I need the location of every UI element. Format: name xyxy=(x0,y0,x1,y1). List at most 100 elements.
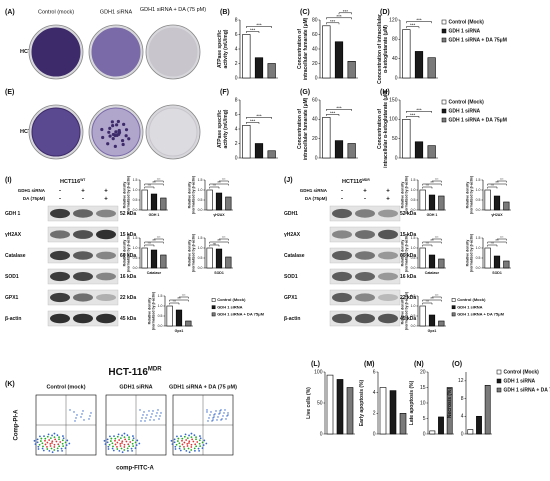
y-axis-label: Relative density(normalized by β-actin) xyxy=(400,292,408,330)
event xyxy=(127,449,129,452)
event xyxy=(157,409,159,411)
event xyxy=(58,445,61,448)
bar xyxy=(166,305,173,327)
legend-swatch xyxy=(441,108,447,114)
condition-label: GDH1 siRNA xyxy=(18,188,46,193)
bar xyxy=(419,305,426,327)
event xyxy=(62,437,65,440)
event xyxy=(209,414,211,416)
bar xyxy=(225,256,232,269)
y-axis-label-line: (normalized by β-actin) xyxy=(469,176,473,214)
colony xyxy=(122,122,126,126)
legend-label: GDH 1 siRNA + DA 75μM xyxy=(449,117,507,123)
event xyxy=(173,438,176,441)
event xyxy=(186,442,189,445)
event xyxy=(198,439,201,442)
event xyxy=(177,437,180,440)
y-tick-label: 0.0 xyxy=(133,266,138,270)
blot-band xyxy=(73,251,93,260)
bar xyxy=(467,429,474,435)
y-axis-label-line: α-ketoglutarate (µM) xyxy=(383,25,389,73)
event xyxy=(56,434,59,437)
y-axis-label-line: Necrosis (%) xyxy=(447,388,453,419)
event xyxy=(180,435,182,438)
bar xyxy=(347,143,356,159)
event xyxy=(108,443,111,446)
blot-band xyxy=(50,292,70,303)
event xyxy=(134,447,137,450)
y-tick-label: 20 xyxy=(420,369,426,375)
y-tick-label: 6 xyxy=(235,32,238,38)
event xyxy=(88,418,90,420)
event xyxy=(221,418,223,420)
text-part: HCT-116 xyxy=(108,367,148,378)
y-tick-label: 0.0 xyxy=(198,208,203,212)
sig-label: *** xyxy=(500,178,504,182)
blot-band xyxy=(96,251,116,260)
y-tick-label: 0 xyxy=(315,75,318,81)
y-tick-label: 0.5 xyxy=(198,198,203,202)
sig-bracket xyxy=(209,186,220,189)
colony xyxy=(108,126,112,130)
sig-bracket xyxy=(178,296,189,299)
blot-band xyxy=(73,209,93,218)
y-tick-label: 0.0 xyxy=(158,324,163,328)
legend-swatch xyxy=(451,312,456,317)
y-tick-label: 0 xyxy=(461,431,464,437)
protein-label: GPX1 xyxy=(284,295,298,301)
event xyxy=(153,419,155,421)
sig-bracket xyxy=(487,244,498,247)
event xyxy=(202,444,205,447)
x-axis-label: Gpx1 xyxy=(428,329,437,333)
y-tick-label: 8 xyxy=(235,17,238,23)
y-tick-label: 1.5 xyxy=(411,178,416,182)
event xyxy=(227,414,229,416)
bar xyxy=(141,189,148,211)
y-axis-label-line: (normalized by β-actin) xyxy=(126,234,130,272)
sig-bracket xyxy=(144,183,164,186)
colony xyxy=(115,123,119,127)
colony xyxy=(108,134,112,138)
y-tick-label: 2 xyxy=(235,141,238,147)
sig-label: *** xyxy=(330,19,336,24)
event xyxy=(49,445,52,447)
event xyxy=(195,445,198,448)
y-axis-label-line: Relative density xyxy=(122,240,126,267)
y-tick-label: 1.5 xyxy=(411,236,416,240)
y-tick-label: 1.5 xyxy=(158,294,163,298)
y-tick-label: 0 xyxy=(423,431,426,437)
event xyxy=(220,409,222,411)
y-tick-label: 80 xyxy=(312,17,318,23)
sig-bracket xyxy=(406,116,420,118)
event xyxy=(197,447,200,450)
y-tick-label: 6 xyxy=(373,369,376,375)
event xyxy=(171,443,174,446)
event xyxy=(207,420,209,422)
y-tick-label: 0.0 xyxy=(411,208,416,212)
event xyxy=(186,445,189,447)
x-axis-label: comp-FITC-A xyxy=(116,466,154,472)
event xyxy=(178,447,181,450)
event xyxy=(55,440,58,443)
y-tick-label: 0.5 xyxy=(158,314,163,318)
event xyxy=(128,445,131,448)
event xyxy=(131,439,134,442)
event xyxy=(53,432,56,435)
sig-bracket xyxy=(169,299,189,302)
y-tick-label: 1.5 xyxy=(198,236,203,240)
bar xyxy=(254,57,264,79)
sig-label: *** xyxy=(435,236,439,240)
event xyxy=(103,439,106,442)
protein-label: β-actin xyxy=(5,316,21,322)
event xyxy=(44,437,47,440)
sig-bracket xyxy=(406,111,432,113)
sign: - xyxy=(82,197,84,203)
bar xyxy=(419,189,426,211)
event xyxy=(39,440,42,442)
y-tick-label: 8 xyxy=(235,97,238,103)
sig-bracket xyxy=(326,22,340,25)
protein-label: Catalase xyxy=(284,253,305,259)
size-label: 22 kDa xyxy=(400,295,416,301)
x-axis-label: GDH 1 xyxy=(427,213,438,217)
blot-band xyxy=(355,209,375,218)
